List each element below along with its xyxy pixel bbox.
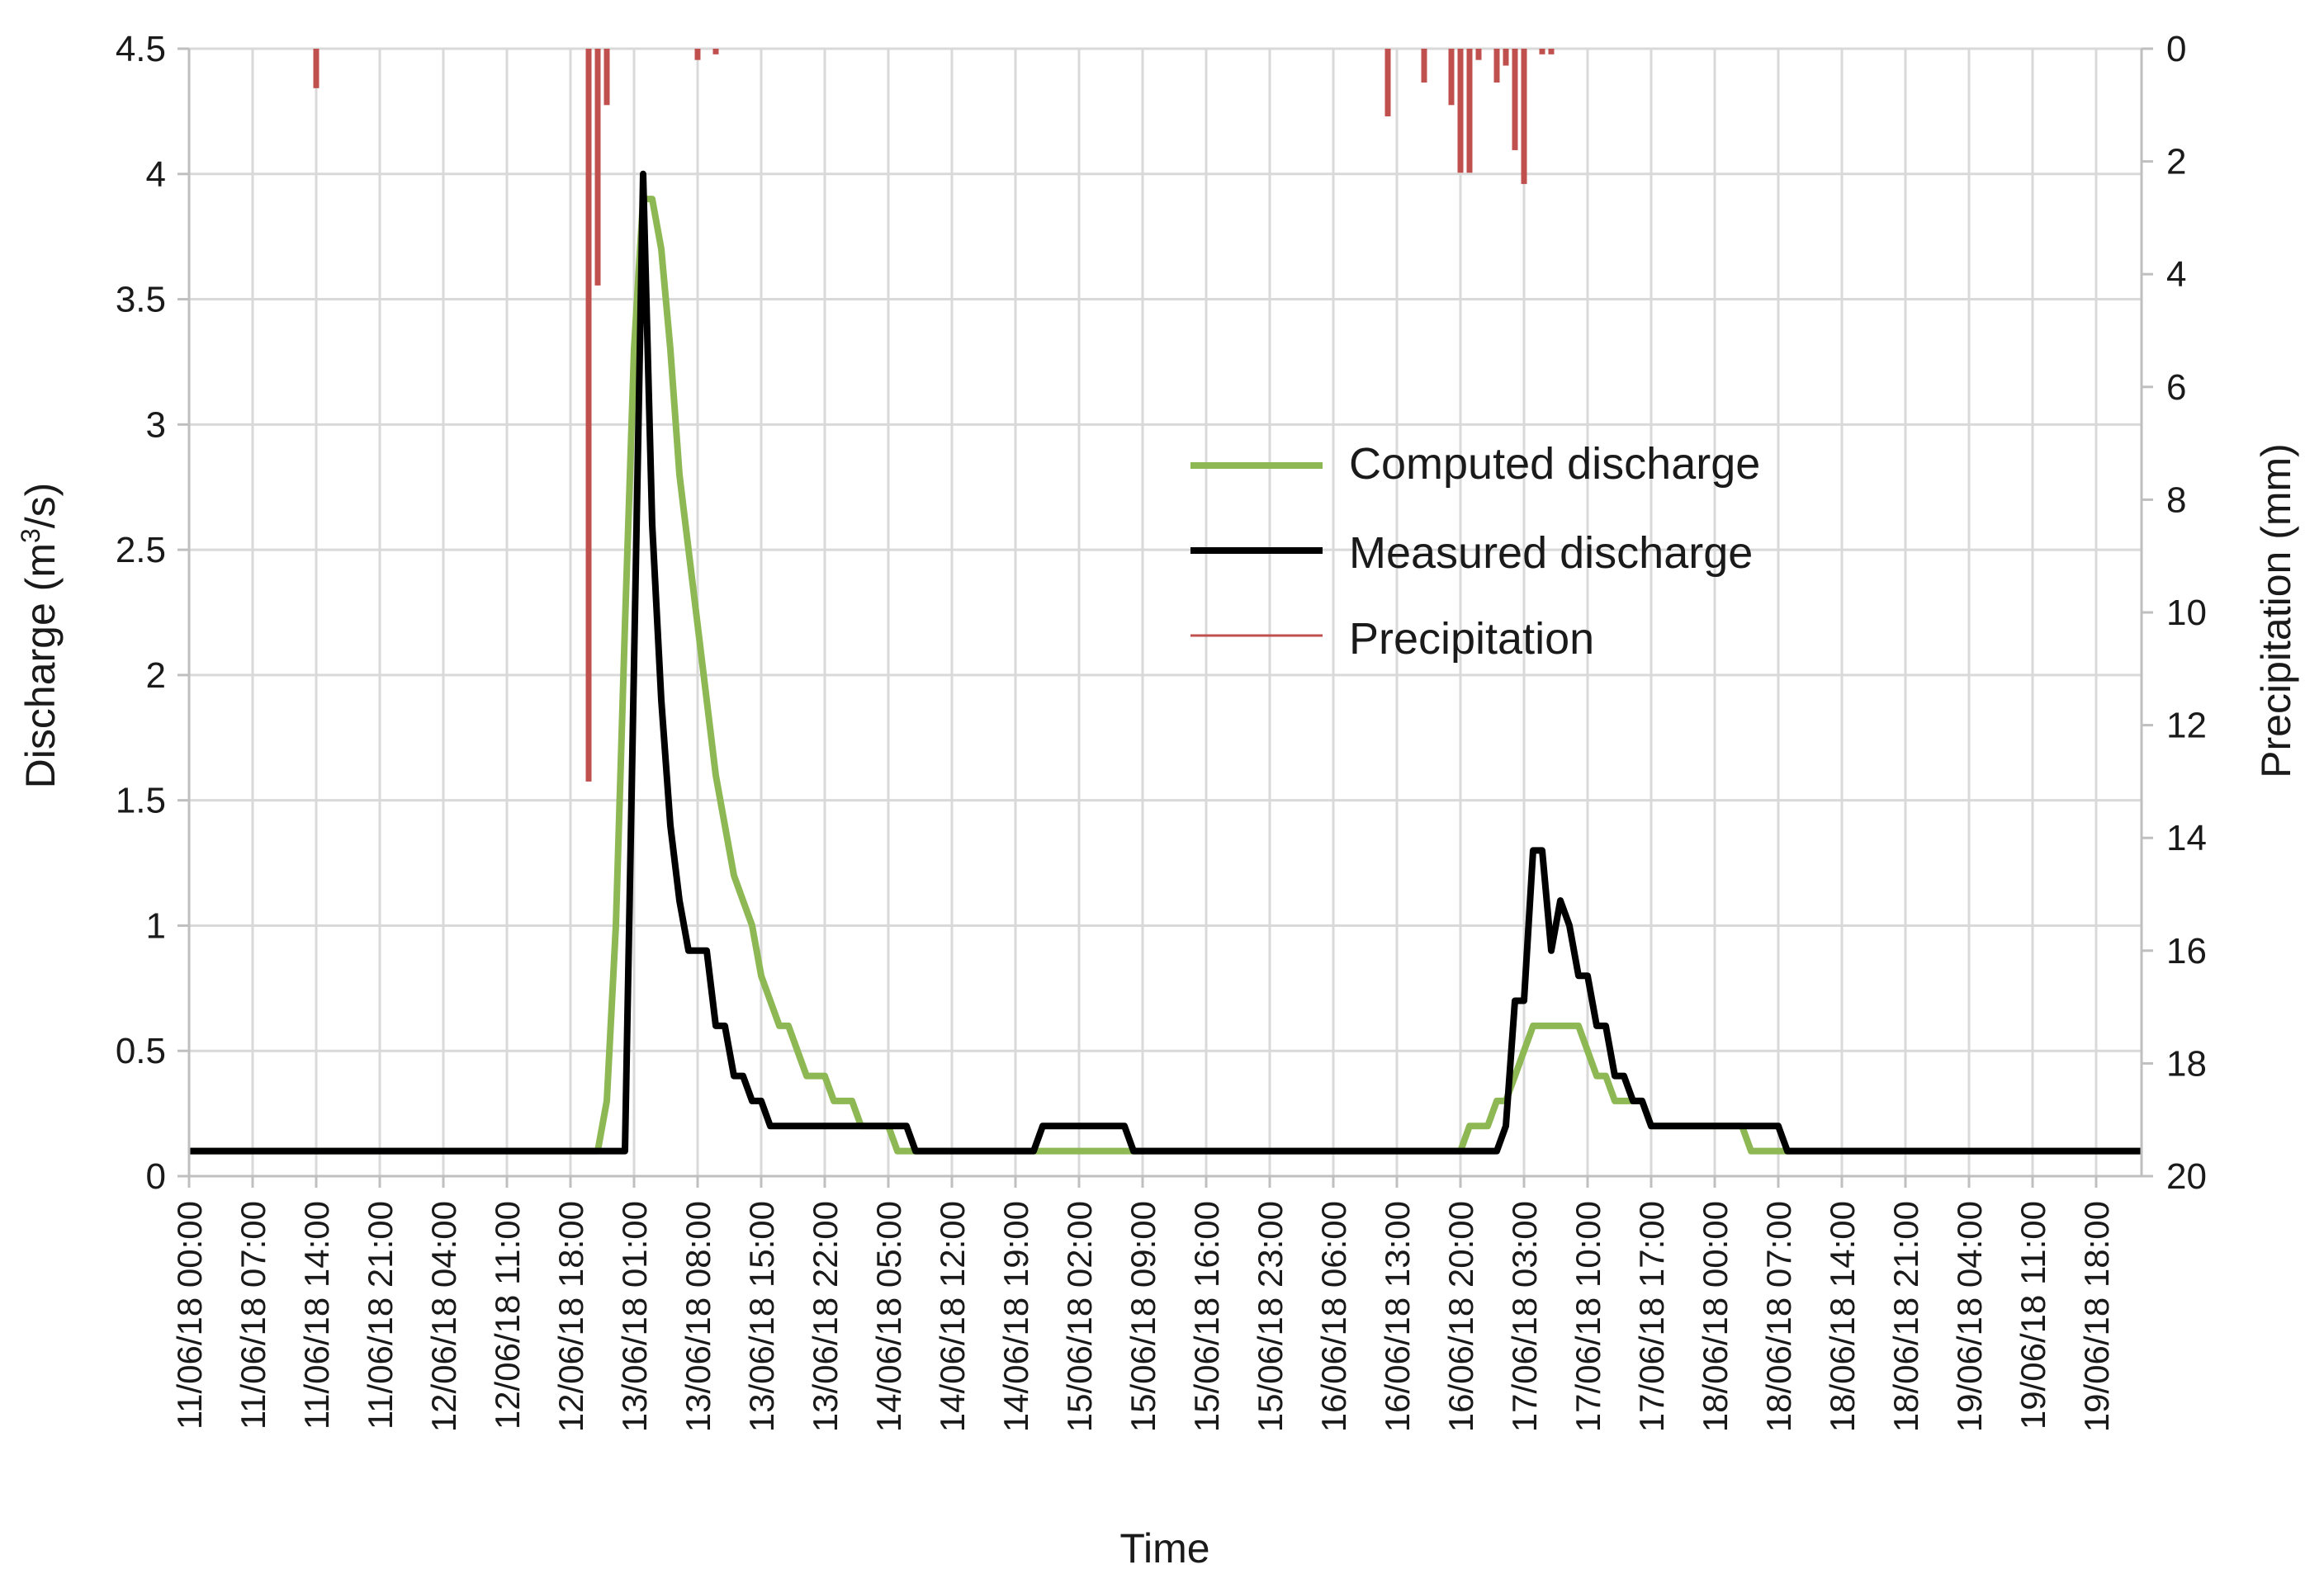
y2-tick-label: 8 xyxy=(2166,480,2186,520)
precipitation-bar xyxy=(594,49,601,286)
x-tick-label: 14/06/18 05:00 xyxy=(869,1201,908,1432)
x-tick-label: 19/06/18 04:00 xyxy=(1950,1201,1989,1432)
x-tick-label: 15/06/18 23:00 xyxy=(1251,1201,1290,1432)
precipitation-bar xyxy=(1548,49,1555,54)
x-tick-label: 19/06/18 11:00 xyxy=(2014,1201,2052,1430)
y-axis-title-tail: /s) xyxy=(17,483,64,529)
precipitation-bar xyxy=(1539,49,1545,54)
x-tick-label: 16/06/18 13:00 xyxy=(1378,1201,1417,1432)
precipitation-bar xyxy=(1475,49,1482,60)
x-tick-label: 13/06/18 15:00 xyxy=(742,1201,781,1432)
y-tick-label: 3 xyxy=(146,404,166,445)
x-tick-label: 12/06/18 04:00 xyxy=(424,1201,463,1432)
y2-tick-label: 0 xyxy=(2166,29,2186,69)
legend: Computed discharge Measured discharge Pr… xyxy=(1190,439,1760,664)
x-tick-label: 18/06/18 14:00 xyxy=(1823,1201,1862,1432)
x-tick-label: 11/06/18 00:00 xyxy=(170,1201,209,1430)
precipitation-bar xyxy=(1448,49,1455,106)
x-tick-label: 14/06/18 12:00 xyxy=(933,1201,972,1432)
x-tick-label: 14/06/18 19:00 xyxy=(996,1201,1035,1432)
y-axis-title: Discharge (m3/s) xyxy=(16,483,64,789)
tick-labels: 0 0.5 1 1.5 2 2.5 3 3.5 4 4.5 0 2 4 6 8 10 12 14 16 18 20 11/… xyxy=(116,29,2207,1432)
precipitation-bar xyxy=(1466,49,1473,173)
precipitation-bar xyxy=(313,49,319,88)
precipitation-bar xyxy=(585,49,592,782)
computed-discharge-line xyxy=(189,196,2142,1155)
x-tick-label: 19/06/18 18:00 xyxy=(2077,1201,2116,1432)
x-tick-label: 11/06/18 21:00 xyxy=(361,1201,400,1430)
y-axis-title-base: Discharge (m xyxy=(17,543,64,788)
y2-tick-label: 18 xyxy=(2166,1043,2207,1084)
precipitation-bar xyxy=(712,49,719,54)
y-tick-label: 3.5 xyxy=(116,280,166,320)
y-tick-label: 4 xyxy=(146,154,166,195)
y2-tick-label: 4 xyxy=(2166,254,2186,295)
y-tick-label: 0.5 xyxy=(116,1031,166,1071)
x-tick-label: 18/06/18 21:00 xyxy=(1886,1201,1925,1432)
precipitation-bar xyxy=(603,49,610,106)
y2-axis-title: Precipitation (mm) xyxy=(2253,443,2299,778)
x-tick-label: 13/06/18 22:00 xyxy=(806,1201,845,1432)
precipitation-bar xyxy=(1421,49,1427,83)
y-tick-label: 2.5 xyxy=(116,530,166,570)
x-axis-title: Time xyxy=(1119,1525,1209,1571)
x-tick-label: 18/06/18 00:00 xyxy=(1696,1201,1735,1432)
y2-tick-label: 6 xyxy=(2166,367,2186,408)
y-tick-label: 2 xyxy=(146,655,166,696)
y-tick-label: 0 xyxy=(146,1156,166,1197)
precipitation-bar xyxy=(1503,49,1509,66)
precipitation-bars xyxy=(313,49,1555,782)
measured-discharge-line xyxy=(189,170,2142,1155)
x-tick-label: 17/06/18 03:00 xyxy=(1505,1201,1544,1432)
x-tick-label: 11/06/18 07:00 xyxy=(234,1201,272,1430)
series-lines xyxy=(189,170,2142,1155)
x-tick-label: 12/06/18 18:00 xyxy=(551,1201,590,1432)
x-tick-label: 15/06/18 16:00 xyxy=(1187,1201,1226,1432)
y2-tick-label: 20 xyxy=(2166,1156,2207,1197)
x-tick-label: 17/06/18 10:00 xyxy=(1569,1201,1607,1432)
x-tick-label: 15/06/18 09:00 xyxy=(1124,1201,1162,1432)
y2-tick-label: 14 xyxy=(2166,818,2207,858)
precipitation-bar xyxy=(1493,49,1500,83)
precipitation-bar xyxy=(694,49,701,60)
x-tick-label: 11/06/18 14:00 xyxy=(297,1201,336,1430)
y2-tick-label: 2 xyxy=(2166,142,2186,182)
x-tick-label: 16/06/18 20:00 xyxy=(1441,1201,1480,1432)
precipitation-bar xyxy=(1512,49,1518,150)
x-tick-label: 16/06/18 06:00 xyxy=(1314,1201,1353,1432)
precipitation-bar xyxy=(1384,49,1391,116)
x-tick-label: 18/06/18 07:00 xyxy=(1759,1201,1798,1432)
y2-tick-label: 12 xyxy=(2166,706,2207,746)
precipitation-bar xyxy=(1457,49,1464,173)
x-tick-label: 17/06/18 17:00 xyxy=(1632,1201,1671,1432)
y-axis-title-superscript: 3 xyxy=(16,528,45,543)
axes xyxy=(177,47,2153,1188)
y-tick-label: 1 xyxy=(146,905,166,946)
x-tick-label: 12/06/18 11:00 xyxy=(488,1201,527,1430)
y-tick-label: 4.5 xyxy=(116,29,166,69)
legend-label-precipitation: Precipitation xyxy=(1349,614,1594,664)
y2-tick-label: 10 xyxy=(2166,593,2207,633)
y2-tick-label: 16 xyxy=(2166,931,2207,971)
x-tick-label: 13/06/18 08:00 xyxy=(679,1201,717,1432)
x-tick-label: 13/06/18 01:00 xyxy=(615,1201,654,1432)
y-tick-label: 1.5 xyxy=(116,781,166,821)
legend-label-computed-discharge: Computed discharge xyxy=(1349,439,1760,489)
legend-label-measured-discharge: Measured discharge xyxy=(1349,528,1753,578)
precipitation-bar xyxy=(1521,49,1527,184)
x-tick-label: 15/06/18 02:00 xyxy=(1060,1201,1099,1432)
